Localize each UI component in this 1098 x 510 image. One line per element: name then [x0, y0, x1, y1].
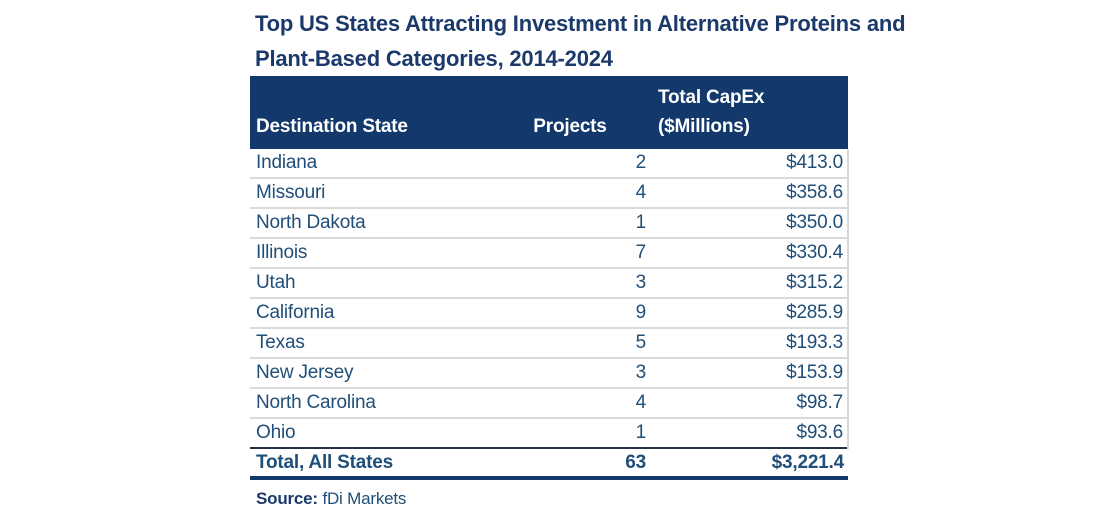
- table-body: Indiana 2 $413.0 Missouri 4 $358.6 North Dakot…: [250, 149, 849, 448]
- cell-projects: 4: [490, 178, 650, 209]
- cell-capex: $358.6: [650, 178, 849, 209]
- col-header-destination-state: Destination State: [250, 76, 490, 149]
- table-row: Ohio 1 $93.6: [250, 418, 849, 448]
- cell-state: Texas: [250, 328, 490, 359]
- figure-title: Top US States Attracting Investment in A…: [255, 11, 906, 71]
- cell-state: Utah: [250, 268, 490, 299]
- cell-capex: $413.0: [650, 149, 849, 179]
- col-header-projects: Projects: [490, 76, 650, 149]
- table-row: Utah 3 $315.2: [250, 268, 849, 299]
- cell-state: New Jersey: [250, 358, 490, 389]
- cell-state: Indiana: [250, 149, 490, 179]
- cell-state: North Carolina: [250, 388, 490, 419]
- cell-capex: $315.2: [650, 268, 849, 299]
- total-capex: $3,221.4: [650, 447, 848, 480]
- cell-projects: 5: [490, 328, 650, 359]
- cell-projects: 3: [490, 358, 650, 389]
- source-line: Source: fDi Markets: [256, 489, 915, 509]
- cell-capex: $193.3: [650, 328, 849, 359]
- source-label: Source:: [256, 489, 318, 508]
- table-row: North Dakota 1 $350.0: [250, 208, 849, 239]
- cell-state: North Dakota: [250, 208, 490, 239]
- table-row: New Jersey 3 $153.9: [250, 358, 849, 389]
- total-row: Total, All States 63 $3,221.4: [250, 447, 848, 480]
- cell-projects: 7: [490, 238, 650, 269]
- cell-state: Illinois: [250, 238, 490, 269]
- cell-capex: $285.9: [650, 298, 849, 329]
- cell-capex: $153.9: [650, 358, 849, 389]
- cell-projects: 9: [490, 298, 650, 329]
- table-row: Illinois 7 $330.4: [250, 238, 849, 269]
- table-footer: Total, All States 63 $3,221.4: [250, 447, 848, 480]
- cell-capex: $330.4: [650, 238, 849, 269]
- cell-projects: 1: [635, 422, 647, 443]
- cell-capex: $93.6: [650, 418, 849, 448]
- cell-projects: 4: [490, 388, 650, 419]
- total-label: Total, All States: [250, 447, 490, 480]
- source-value: fDi Markets: [322, 489, 407, 508]
- col-header-total-capex: Total CapEx ($Millions): [650, 76, 848, 149]
- figure-content: Top US States Attracting Investment in A…: [250, 0, 915, 509]
- total-projects: 63: [490, 447, 650, 480]
- cell-capex: $98.7: [650, 388, 849, 419]
- table-row: North Carolina 4 $98.7: [250, 388, 849, 419]
- table-row: Indiana 2 $413.0: [250, 149, 849, 179]
- cell-projects: 2: [490, 149, 650, 179]
- cell-capex: $350.0: [650, 208, 849, 239]
- cell-state: Ohio: [256, 422, 296, 443]
- table-header-row: Destination State Projects Total CapEx (…: [250, 76, 848, 149]
- cell-projects: 3: [490, 268, 650, 299]
- states-investment-table: Destination State Projects Total CapEx (…: [250, 76, 849, 480]
- table-row: Texas 5 $193.3: [250, 328, 849, 359]
- cell-projects: 1: [490, 208, 650, 239]
- table-row: Missouri 4 $358.6: [250, 178, 849, 209]
- table-row: California 9 $285.9: [250, 298, 849, 329]
- cell-state: California: [250, 298, 490, 329]
- cell-state: Missouri: [250, 178, 490, 209]
- table-header: Destination State Projects Total CapEx (…: [250, 76, 848, 149]
